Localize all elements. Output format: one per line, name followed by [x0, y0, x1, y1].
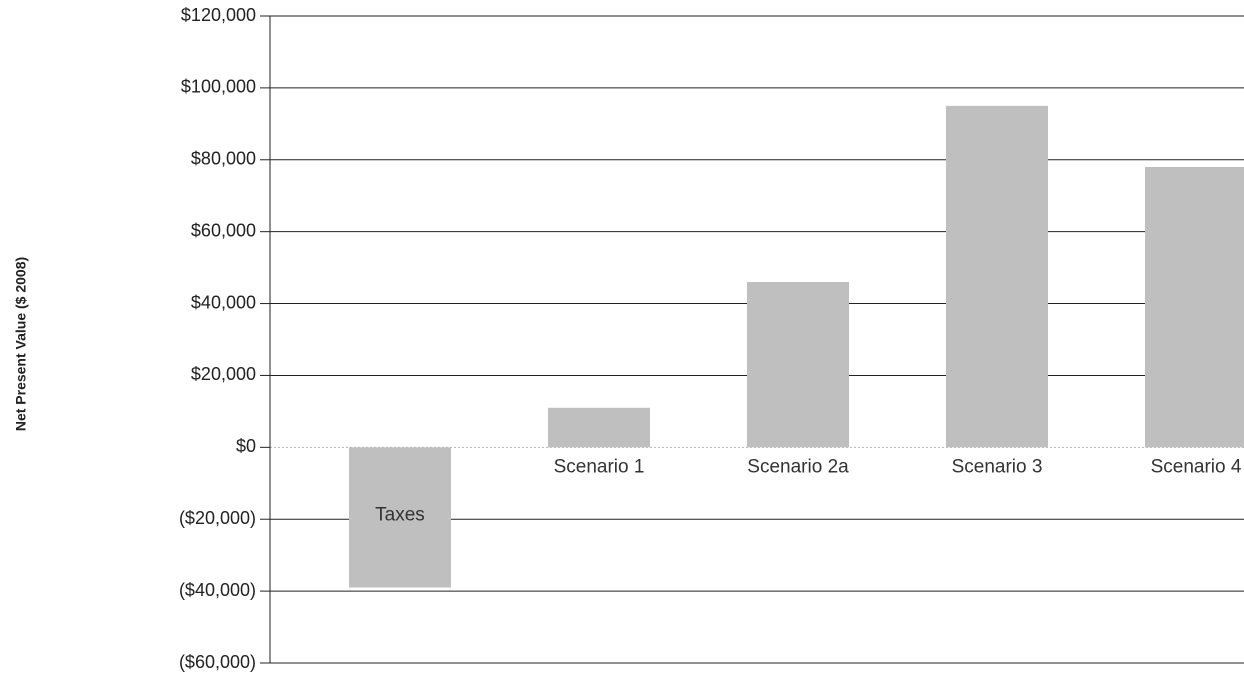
bar: [548, 407, 650, 448]
category-label: Scenario 3: [952, 456, 1043, 477]
y-tick-label: $80,000: [191, 149, 256, 169]
y-tick-label: ($60,000): [179, 652, 256, 672]
category-label: Scenario 1: [554, 456, 645, 477]
y-axis-label: Net Present Value ($ 2008): [13, 257, 29, 431]
category-label: Scenario 2a: [747, 456, 849, 477]
bar: [349, 447, 451, 588]
y-tick-label: $60,000: [191, 220, 256, 240]
y-tick-label: $0: [236, 436, 256, 456]
category-label: Scenario 4: [1151, 456, 1242, 477]
y-tick-label: $120,000: [181, 5, 256, 25]
y-tick-label: $20,000: [191, 364, 256, 384]
category-label: Taxes: [375, 504, 425, 525]
bar: [747, 281, 849, 448]
bar: [946, 105, 1048, 448]
y-tick-label: ($40,000): [179, 580, 256, 600]
y-tick-label: ($20,000): [179, 508, 256, 528]
y-tick-label: $100,000: [181, 77, 256, 97]
bar: [1145, 166, 1244, 448]
y-tick-label: $40,000: [191, 292, 256, 312]
